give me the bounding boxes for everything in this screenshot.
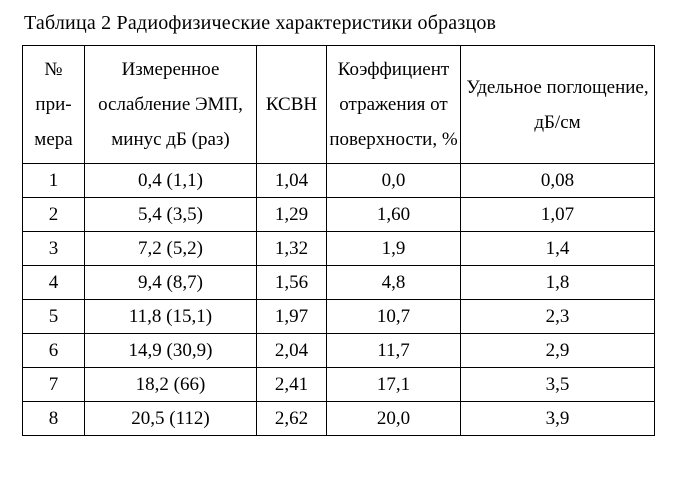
col-header-absorption: Удельное поглощение, дБ/см: [461, 46, 655, 164]
cell: 4,8: [327, 266, 461, 300]
cell: 1,60: [327, 198, 461, 232]
cell: 7: [23, 368, 85, 402]
table-row: 5 11,8 (15,1) 1,97 10,7 2,3: [23, 300, 655, 334]
cell: 1,97: [257, 300, 327, 334]
table-header: № при­мера Измеренное ослабление ЭМП, ми…: [23, 46, 655, 164]
cell: 1: [23, 164, 85, 198]
cell: 0,0: [327, 164, 461, 198]
cell: 2,9: [461, 334, 655, 368]
cell: 0,4 (1,1): [85, 164, 257, 198]
table-caption: Таблица 2 Радиофизические характеристики…: [24, 12, 656, 35]
cell: 1,8: [461, 266, 655, 300]
data-table: № при­мера Измеренное ослабление ЭМП, ми…: [22, 45, 655, 436]
cell: 2,04: [257, 334, 327, 368]
cell: 18,2 (66): [85, 368, 257, 402]
page: Таблица 2 Радиофизические характеристики…: [0, 0, 678, 446]
cell: 2,3: [461, 300, 655, 334]
cell: 11,8 (15,1): [85, 300, 257, 334]
cell: 1,07: [461, 198, 655, 232]
col-header-vswr: КСВН: [257, 46, 327, 164]
cell: 2,41: [257, 368, 327, 402]
table-row: 2 5,4 (3,5) 1,29 1,60 1,07: [23, 198, 655, 232]
table-row: 6 14,9 (30,9) 2,04 11,7 2,9: [23, 334, 655, 368]
cell: 3,5: [461, 368, 655, 402]
cell: 1,04: [257, 164, 327, 198]
cell: 14,9 (30,9): [85, 334, 257, 368]
cell: 4: [23, 266, 85, 300]
col-header-number: № при­мера: [23, 46, 85, 164]
cell: 5: [23, 300, 85, 334]
cell: 1,56: [257, 266, 327, 300]
cell: 20,5 (112): [85, 402, 257, 436]
table-row: 7 18,2 (66) 2,41 17,1 3,5: [23, 368, 655, 402]
cell: 3,9: [461, 402, 655, 436]
cell: 1,9: [327, 232, 461, 266]
cell: 11,7: [327, 334, 461, 368]
cell: 0,08: [461, 164, 655, 198]
cell: 2: [23, 198, 85, 232]
cell: 5,4 (3,5): [85, 198, 257, 232]
table-header-row: № при­мера Измеренное ослабление ЭМП, ми…: [23, 46, 655, 164]
table-row: 3 7,2 (5,2) 1,32 1,9 1,4: [23, 232, 655, 266]
cell: 10,7: [327, 300, 461, 334]
cell: 17,1: [327, 368, 461, 402]
col-header-attenuation: Измеренное ослабление ЭМП, минус дБ (раз…: [85, 46, 257, 164]
table-body: 1 0,4 (1,1) 1,04 0,0 0,08 2 5,4 (3,5) 1,…: [23, 164, 655, 436]
cell: 3: [23, 232, 85, 266]
table-row: 4 9,4 (8,7) 1,56 4,8 1,8: [23, 266, 655, 300]
cell: 2,62: [257, 402, 327, 436]
cell: 1,32: [257, 232, 327, 266]
cell: 9,4 (8,7): [85, 266, 257, 300]
cell: 20,0: [327, 402, 461, 436]
col-header-reflection: Коэффициент отражения от поверхности, %: [327, 46, 461, 164]
cell: 1,29: [257, 198, 327, 232]
cell: 7,2 (5,2): [85, 232, 257, 266]
cell: 8: [23, 402, 85, 436]
cell: 1,4: [461, 232, 655, 266]
table-row: 8 20,5 (112) 2,62 20,0 3,9: [23, 402, 655, 436]
cell: 6: [23, 334, 85, 368]
table-row: 1 0,4 (1,1) 1,04 0,0 0,08: [23, 164, 655, 198]
